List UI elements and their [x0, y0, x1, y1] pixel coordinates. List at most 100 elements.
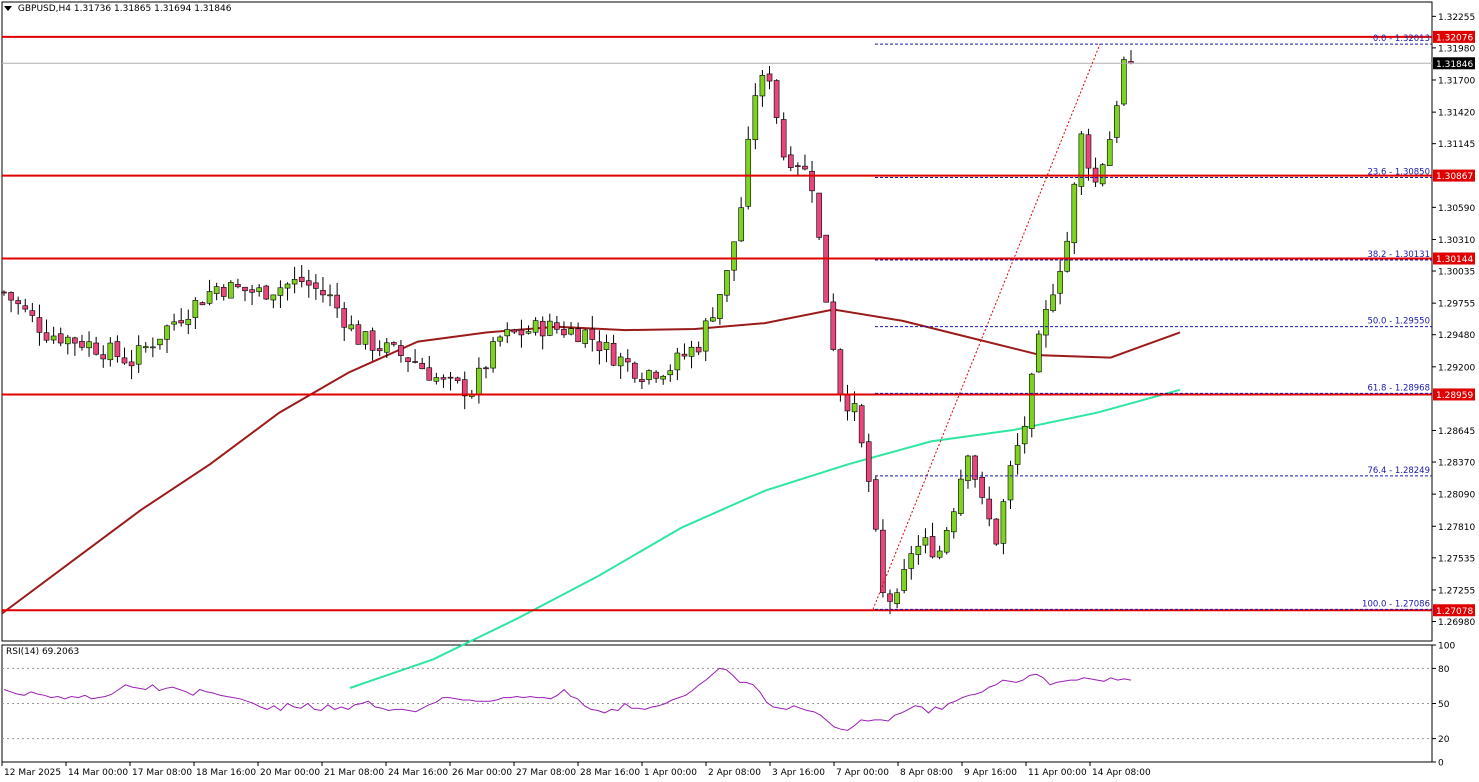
candle-body — [79, 341, 85, 348]
candle-body — [539, 320, 546, 337]
price-tag-bg — [1433, 388, 1475, 401]
time-tick-label: 8 Apr 08:00 — [900, 768, 953, 778]
candle-body — [327, 294, 333, 297]
price-tick-label: 1.32255 — [1438, 13, 1475, 23]
close-value: 1.31846 — [194, 4, 232, 14]
candle-body — [192, 300, 199, 318]
price-tag-bg — [1433, 252, 1475, 265]
fibonacci-retracement: 0.0 - 1.32013 23.6 - 1.30850 38.2 - 1.3013… — [872, 34, 1432, 610]
price-tick-label: 1.26980 — [1438, 618, 1475, 628]
price-tick-label: 1.31145 — [1438, 140, 1475, 150]
rsi-tick-label: 80 — [1438, 665, 1450, 675]
candle-body — [313, 282, 319, 289]
rsi-tick-label: 20 — [1438, 735, 1450, 745]
price-tag-bg — [1433, 30, 1475, 43]
high-value: 1.31865 — [114, 4, 152, 14]
candle-body — [1000, 501, 1007, 544]
candle-body — [483, 367, 489, 370]
candle-body — [717, 294, 723, 319]
low-value: 1.31694 — [154, 4, 192, 14]
price-tick-label: 1.30590 — [1438, 204, 1475, 214]
candle-body — [86, 341, 92, 349]
price-tick-label: 1.29480 — [1438, 331, 1475, 341]
rsi-label: RSI(14) 69.2063 — [6, 647, 80, 657]
candle-body — [901, 569, 907, 591]
time-tick-label: 17 Mar 08:00 — [132, 768, 192, 778]
candle-body — [29, 310, 36, 316]
candle-body — [64, 336, 71, 345]
candle-body — [710, 317, 716, 322]
candle-body — [185, 318, 192, 325]
price-tick-label: 1.27810 — [1438, 523, 1475, 533]
candle-body — [107, 342, 114, 361]
candle-body — [213, 286, 220, 294]
candle-body — [277, 287, 284, 296]
candle-body — [532, 320, 539, 333]
candle-body — [561, 328, 567, 336]
candle-body — [639, 379, 645, 383]
time-tick-label: 3 Apr 16:00 — [772, 768, 825, 778]
candle-body — [986, 498, 993, 520]
candle-body — [433, 377, 440, 382]
candle-body — [128, 361, 135, 367]
candle-body — [1, 291, 7, 294]
time-tick-label: 7 Apr 00:00 — [836, 768, 889, 778]
candle-body — [1099, 164, 1106, 185]
candle-body — [50, 335, 57, 341]
rsi-tick-label: 50 — [1438, 700, 1450, 710]
chevron-down-icon[interactable] — [4, 6, 12, 11]
rsi-line — [3, 667, 1132, 731]
rsi-panel: 100 80 50 20 0 — [2, 642, 1455, 769]
candle-body — [362, 331, 369, 345]
time-tick-label: 20 Mar 00:00 — [260, 768, 320, 778]
candle-body — [653, 371, 659, 379]
candle-body — [688, 346, 695, 357]
candle-body — [178, 320, 185, 324]
candle-body — [256, 287, 262, 292]
candle-body — [554, 322, 560, 330]
candle-body — [383, 342, 390, 353]
candle-body — [589, 328, 596, 340]
candle-body — [972, 455, 978, 480]
candle-body — [546, 320, 553, 336]
candle-body — [837, 349, 844, 396]
candle-body — [355, 324, 362, 345]
candle-body — [22, 305, 29, 310]
candle-body — [1043, 308, 1049, 336]
candle-body — [57, 333, 64, 344]
candle-body — [263, 285, 270, 300]
price-tag-bg — [1433, 169, 1475, 182]
candle-body — [745, 138, 752, 207]
candle-body — [228, 282, 234, 299]
price-tick-label: 1.28370 — [1438, 459, 1475, 469]
candle-body — [830, 301, 837, 350]
price-tag-label: 1.27078 — [1436, 607, 1473, 617]
candle-body — [865, 441, 872, 482]
candle-body — [298, 276, 305, 282]
price-tick-label: 1.27255 — [1438, 586, 1475, 596]
candle-body — [419, 362, 425, 370]
candle-body — [943, 530, 950, 553]
candle-body — [476, 367, 482, 395]
candle-body — [674, 352, 681, 371]
candle-body — [858, 405, 865, 444]
candle-body — [795, 165, 801, 167]
candle-body — [341, 308, 348, 328]
candle-body — [965, 455, 971, 481]
time-tick-label: 11 Apr 00:00 — [1028, 768, 1087, 778]
price-tick-label: 1.30310 — [1438, 236, 1475, 246]
candle-body — [887, 593, 893, 602]
price-tick-label: 1.29200 — [1438, 363, 1475, 373]
candle-body — [958, 478, 964, 514]
candle-body — [164, 325, 170, 340]
candle-body — [880, 529, 886, 593]
candle-body — [802, 165, 808, 170]
candle-body — [646, 370, 652, 380]
candle-body — [1028, 373, 1035, 429]
time-axis: 12 Mar 2025 14 Mar 00:00 17 Mar 08:00 18 Ma… — [1, 762, 1151, 778]
candle-body — [291, 279, 298, 285]
moving-averages — [1, 308, 1181, 689]
time-tick-label: 2 Apr 08:00 — [708, 768, 761, 778]
time-tick-label: 14 Mar 00:00 — [68, 768, 128, 778]
main-plot-frame — [1, 1, 1433, 642]
